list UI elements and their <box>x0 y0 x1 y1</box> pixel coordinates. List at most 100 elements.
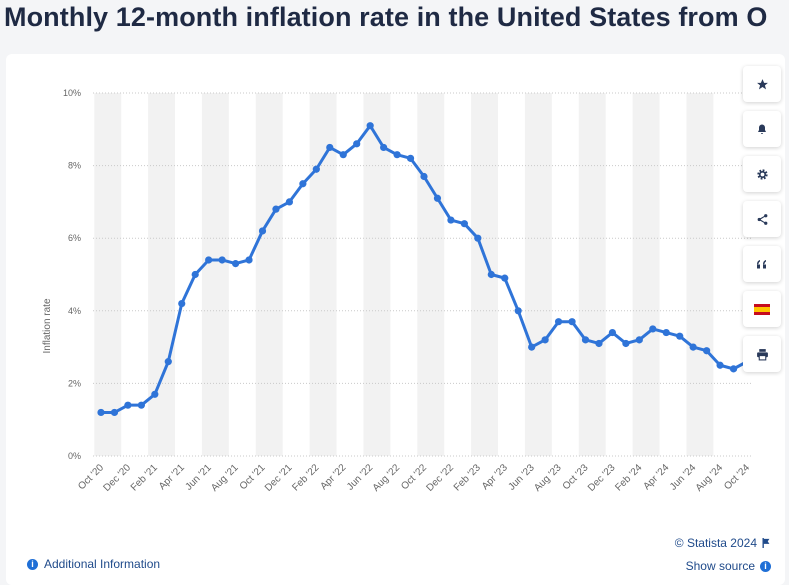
x-tick-label: Oct '24 <box>722 462 752 492</box>
data-point[interactable] <box>366 122 374 130</box>
y-tick-label: 6% <box>68 233 81 243</box>
x-tick-label: Jun '23 <box>506 462 537 493</box>
data-point[interactable] <box>474 234 482 242</box>
language-button[interactable] <box>743 291 781 327</box>
x-tick-label: Apr '24 <box>641 462 671 492</box>
flag-icon <box>762 538 770 548</box>
data-point[interactable] <box>231 260 240 268</box>
info-icon: i <box>27 558 38 570</box>
data-point[interactable] <box>326 143 334 152</box>
data-point[interactable] <box>608 328 617 337</box>
y-tick-label: 4% <box>68 306 81 316</box>
data-point[interactable] <box>258 227 267 235</box>
notification-button[interactable] <box>743 111 781 147</box>
print-icon <box>756 348 768 360</box>
data-point[interactable] <box>716 361 724 369</box>
data-point[interactable] <box>137 401 145 409</box>
data-point[interactable] <box>460 220 468 228</box>
y-tick-label: 8% <box>68 161 81 171</box>
data-point[interactable] <box>528 343 536 351</box>
data-point[interactable] <box>541 336 549 344</box>
data-point[interactable] <box>622 339 630 348</box>
x-tick-label: Jun '24 <box>668 462 699 493</box>
x-tick-label: Aug '22 <box>371 462 403 494</box>
statista-credit[interactable]: © Statista 2024 <box>675 536 771 550</box>
data-point[interactable] <box>649 325 657 333</box>
bell-icon <box>758 124 766 134</box>
data-point[interactable] <box>218 256 226 264</box>
y-tick-label: 10% <box>63 88 81 98</box>
x-tick-label: Apr '23 <box>480 462 510 492</box>
x-tick-label: Aug '23 <box>532 462 564 494</box>
x-tick-label: Dec '22 <box>425 462 457 494</box>
data-point[interactable] <box>568 318 576 326</box>
column-bands <box>94 93 714 456</box>
data-point[interactable] <box>97 408 105 417</box>
column-band <box>578 93 606 456</box>
data-point[interactable] <box>272 205 280 213</box>
data-point[interactable] <box>447 216 455 224</box>
data-point[interactable] <box>581 336 590 344</box>
data-point[interactable] <box>487 270 495 279</box>
data-point[interactable] <box>393 151 401 159</box>
y-tick-label: 2% <box>68 378 81 388</box>
additional-information-label: Additional Information <box>44 557 161 571</box>
favorite-button[interactable] <box>743 66 781 102</box>
x-tick-label: Dec '23 <box>586 462 618 494</box>
x-tick-label: Aug '21 <box>209 462 241 494</box>
data-point[interactable] <box>245 256 253 264</box>
x-tick-label: Jun '22 <box>345 462 376 493</box>
info-icon: i <box>760 560 771 572</box>
data-point[interactable] <box>635 336 643 344</box>
data-point[interactable] <box>380 143 388 152</box>
data-point[interactable] <box>285 198 294 206</box>
additional-information-link[interactable]: i Additional Information <box>27 557 160 571</box>
settings-button[interactable] <box>743 156 781 192</box>
y-axis-ticks: 0% 2% 4% 6% 8% 10% <box>63 88 81 461</box>
data-point[interactable] <box>353 140 361 148</box>
chart-title: Monthly 12-month inflation rate in the U… <box>4 2 768 32</box>
data-point[interactable] <box>339 151 347 159</box>
gear-icon <box>756 168 768 180</box>
column-band <box>417 93 445 456</box>
column-band <box>148 93 176 456</box>
data-point[interactable] <box>729 365 738 373</box>
data-point[interactable] <box>676 332 684 340</box>
column-band <box>524 93 552 456</box>
cite-button[interactable] <box>743 246 781 282</box>
data-point[interactable] <box>703 347 711 355</box>
y-tick-label: 0% <box>68 451 81 461</box>
data-point[interactable] <box>501 274 509 282</box>
x-tick-label: Feb '23 <box>452 462 483 493</box>
data-point[interactable] <box>164 358 172 366</box>
share-icon <box>757 213 767 225</box>
x-tick-label: Apr '21 <box>157 462 187 492</box>
star-icon <box>756 78 768 89</box>
data-point[interactable] <box>191 270 199 279</box>
show-source-link[interactable]: Show source i <box>686 559 771 573</box>
column-band <box>255 93 283 456</box>
data-point[interactable] <box>433 194 442 202</box>
spain-flag-icon <box>754 303 770 315</box>
data-point[interactable] <box>110 408 119 417</box>
data-point[interactable] <box>299 180 307 188</box>
print-button[interactable] <box>743 336 781 372</box>
x-tick-label: Feb '22 <box>290 462 321 493</box>
data-point[interactable] <box>406 154 415 162</box>
data-point[interactable] <box>514 307 522 315</box>
chart-card: 0% 2% 4% 6% 8% 10% Inflation rate Oct '20 Dec … <box>6 54 785 585</box>
share-button[interactable] <box>743 201 781 237</box>
data-point[interactable] <box>595 339 603 348</box>
data-point[interactable] <box>151 390 159 398</box>
data-point[interactable] <box>178 299 186 308</box>
data-point[interactable] <box>312 165 320 173</box>
data-point[interactable] <box>420 172 428 181</box>
chart-toolbar <box>743 66 781 381</box>
data-point[interactable] <box>124 401 132 409</box>
y-axis-label: Inflation rate <box>42 298 53 353</box>
data-point[interactable] <box>662 328 670 337</box>
data-point[interactable] <box>205 256 213 264</box>
quote-icon <box>757 259 766 268</box>
data-point[interactable] <box>689 343 697 351</box>
data-point[interactable] <box>554 318 563 326</box>
